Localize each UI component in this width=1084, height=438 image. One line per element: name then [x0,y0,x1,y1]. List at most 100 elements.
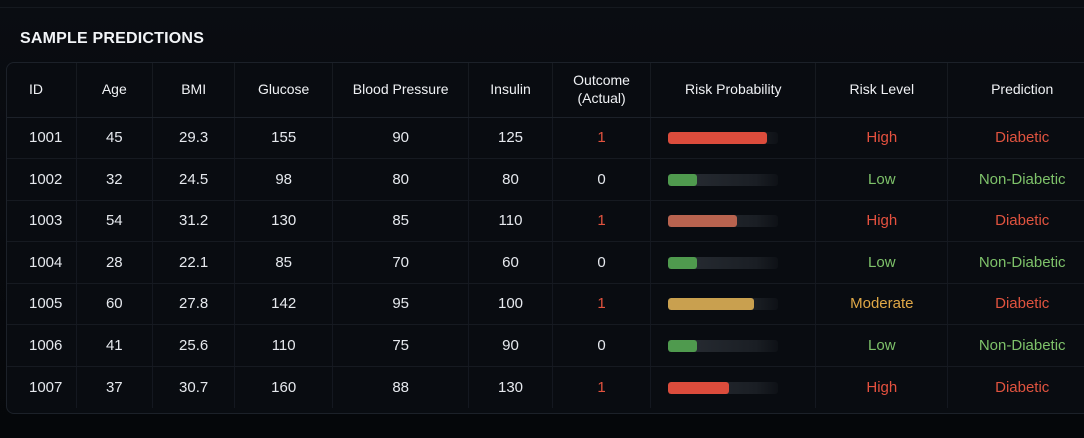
section-title: SAMPLE PREDICTIONS [20,30,205,47]
table-row[interactable]: 1006 41 25.6 110 75 90 0 Low Non-Diabetic [7,324,1084,367]
column-header-bmi[interactable]: BMI [152,63,236,118]
cell-id: 1004 [7,241,77,284]
cell-risk-level: Low [815,158,949,201]
column-header-prediction[interactable]: Prediction [947,63,1084,118]
cell-outcome: 1 [552,366,652,408]
cell-glucose: 155 [234,117,333,159]
risk-probability-bar-fill [668,215,738,228]
risk-probability-bar [668,256,779,269]
cell-bmi: 22.1 [152,241,236,284]
cell-risk-probability [650,200,817,242]
cell-blood-pressure: 70 [332,241,470,284]
cell-insulin: 130 [468,366,553,408]
cell-prediction: Non-Diabetic [947,158,1084,201]
cell-blood-pressure: 90 [332,117,470,159]
risk-probability-bar [668,173,779,186]
cell-glucose: 98 [234,158,333,201]
column-header-blood-pressure[interactable]: Blood Pressure [332,63,470,118]
cell-age: 32 [76,158,153,201]
cell-insulin: 100 [468,283,553,325]
cell-bmi: 24.5 [152,158,236,201]
risk-probability-bar [668,298,779,311]
cell-risk-probability [650,241,817,284]
cell-insulin: 125 [468,117,553,159]
cell-outcome: 1 [552,117,652,159]
risk-probability-bar-fill [668,339,698,352]
risk-probability-bar [668,132,779,145]
risk-probability-bar-fill [668,381,730,394]
cell-risk-level: High [815,117,949,159]
cell-outcome: 0 [552,241,652,284]
cell-id: 1007 [7,366,77,408]
cell-bmi: 30.7 [152,366,236,408]
risk-probability-bar [668,381,779,394]
predictions-table-container: ID Age BMI Glucose Blood Pressure Insuli… [6,62,1084,414]
cell-prediction: Diabetic [947,200,1084,242]
cell-age: 45 [76,117,153,159]
table-row[interactable]: 1002 32 24.5 98 80 80 0 Low Non-Diabetic [7,158,1084,201]
risk-probability-bar-fill [668,298,755,311]
cell-outcome: 1 [552,283,652,325]
column-header-age[interactable]: Age [76,63,153,118]
risk-probability-bar-fill [668,132,768,145]
table-row[interactable]: 1007 37 30.7 160 88 130 1 High Diabetic [7,366,1084,408]
cell-glucose: 160 [234,366,333,408]
cell-risk-level: Low [815,324,949,367]
cell-risk-level: Moderate [815,283,949,325]
table-header-row: ID Age BMI Glucose Blood Pressure Insuli… [7,63,1084,118]
cell-age: 41 [76,324,153,367]
cell-id: 1001 [7,117,77,159]
cell-age: 28 [76,241,153,284]
cell-risk-level: High [815,200,949,242]
predictions-table: ID Age BMI Glucose Blood Pressure Insuli… [7,63,1084,408]
outcome-header-line2: (Actual) [577,89,626,106]
cell-prediction: Diabetic [947,283,1084,325]
cell-id: 1002 [7,158,77,201]
column-header-risk-level[interactable]: Risk Level [815,63,949,118]
cell-risk-probability [650,366,817,408]
risk-probability-bar-fill [668,173,698,186]
cell-age: 60 [76,283,153,325]
cell-glucose: 110 [234,324,333,367]
cell-blood-pressure: 75 [332,324,470,367]
cell-blood-pressure: 95 [332,283,470,325]
cell-outcome: 0 [552,158,652,201]
cell-insulin: 90 [468,324,553,367]
risk-probability-bar-fill [668,256,698,269]
cell-blood-pressure: 88 [332,366,470,408]
column-header-insulin[interactable]: Insulin [468,63,553,118]
cell-bmi: 29.3 [152,117,236,159]
cell-bmi: 27.8 [152,283,236,325]
table-row[interactable]: 1005 60 27.8 142 95 100 1 Moderate Diabetic [7,283,1084,325]
table-row[interactable]: 1003 54 31.2 130 85 110 1 High Diabetic [7,200,1084,242]
cell-risk-probability [650,117,817,159]
cell-prediction: Non-Diabetic [947,324,1084,367]
cell-id: 1005 [7,283,77,325]
cell-prediction: Diabetic [947,117,1084,159]
table-body: 1001 45 29.3 155 90 125 1 High Diabetic 1002 32 24.… [7,117,1084,408]
cell-prediction: Non-Diabetic [947,241,1084,284]
cell-glucose: 130 [234,200,333,242]
table-row[interactable]: 1001 45 29.3 155 90 125 1 High Diabetic [7,117,1084,159]
cell-blood-pressure: 80 [332,158,470,201]
cell-age: 54 [76,200,153,242]
column-header-risk-probability[interactable]: Risk Probability [650,63,817,118]
table-row[interactable]: 1004 28 22.1 85 70 60 0 Low Non-Diabetic [7,241,1084,284]
cell-glucose: 142 [234,283,333,325]
column-header-outcome[interactable]: Outcome (Actual) [552,63,652,118]
risk-probability-bar [668,339,779,352]
cell-bmi: 25.6 [152,324,236,367]
outcome-header-line1: Outcome [573,72,630,89]
cell-insulin: 80 [468,158,553,201]
column-header-glucose[interactable]: Glucose [234,63,333,118]
risk-probability-bar [668,215,779,228]
column-header-id[interactable]: ID [7,63,77,118]
cell-risk-probability [650,158,817,201]
cell-risk-probability [650,324,817,367]
cell-outcome: 1 [552,200,652,242]
cell-prediction: Diabetic [947,366,1084,408]
cell-risk-probability [650,283,817,325]
cell-glucose: 85 [234,241,333,284]
top-divider [0,0,1084,8]
